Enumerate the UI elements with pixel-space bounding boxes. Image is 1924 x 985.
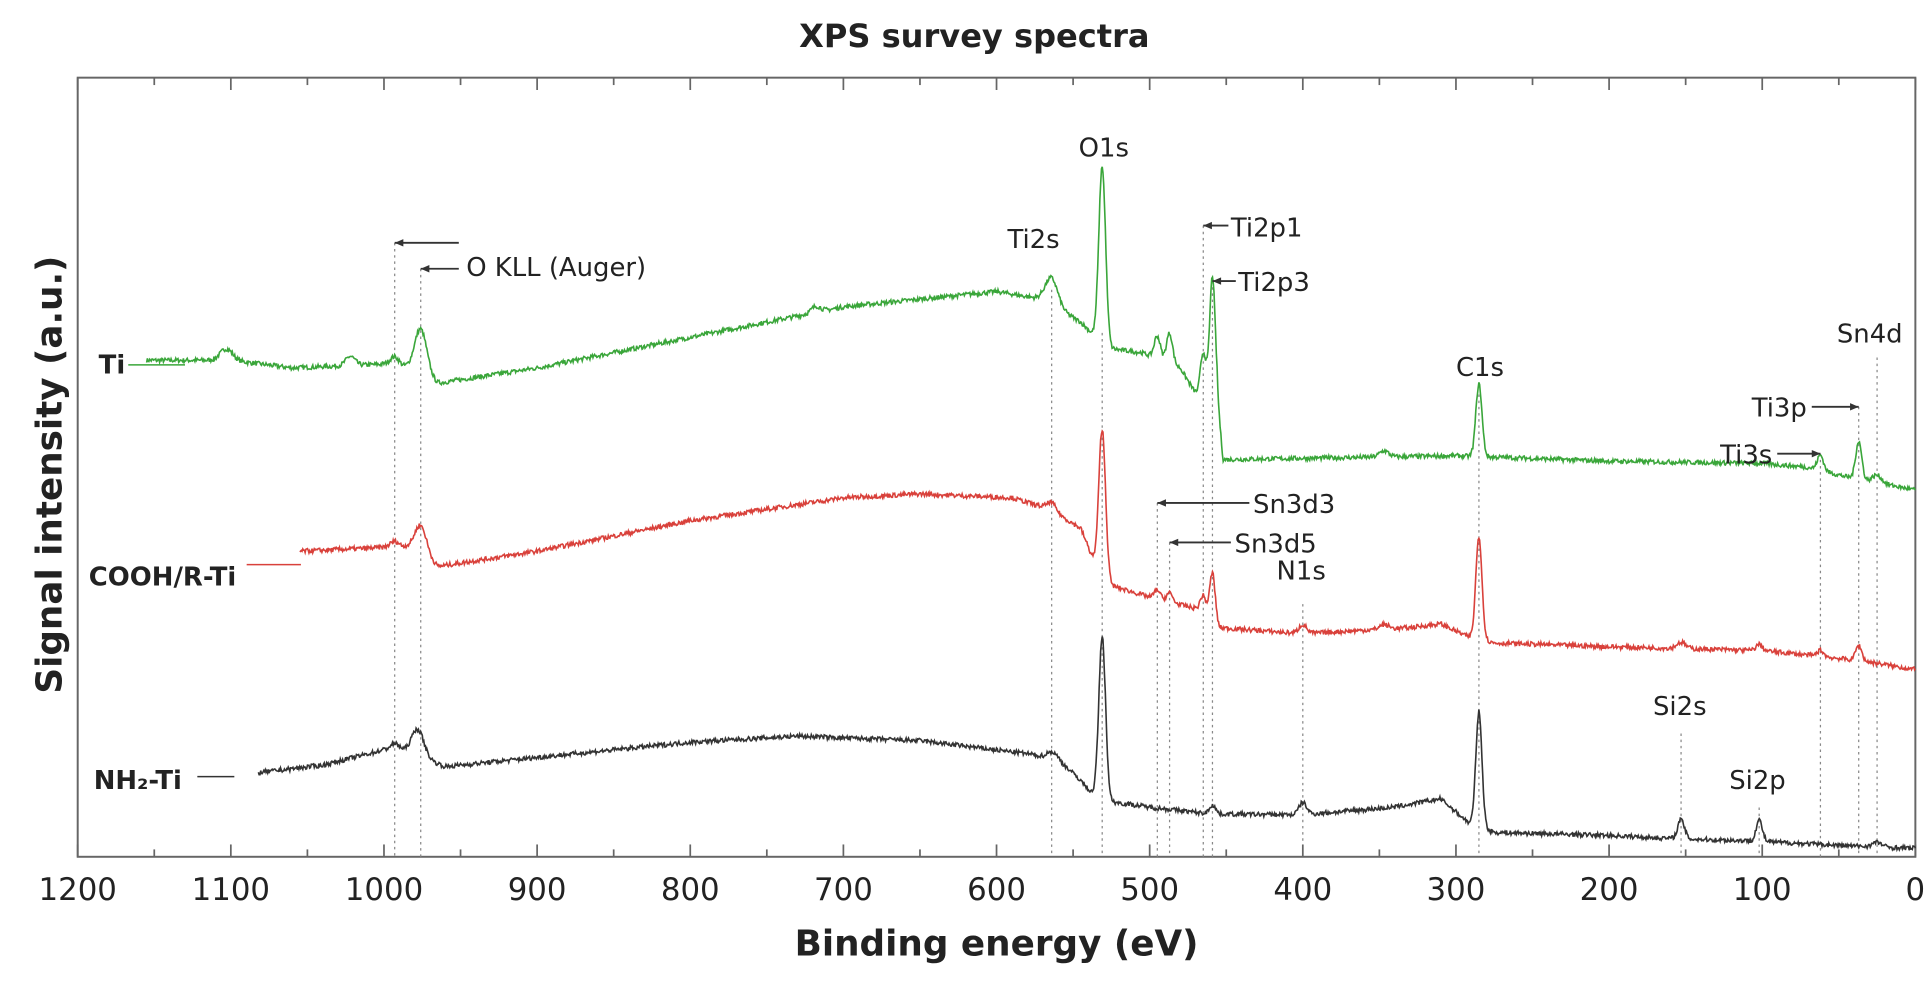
peak-label: Sn3d5	[1235, 529, 1317, 559]
peak-label: Si2s	[1653, 692, 1707, 722]
x-tick-label: 300	[1427, 872, 1486, 908]
series-labels: Ti COOH/R-Ti NH₂-Ti	[89, 351, 301, 796]
x-tick-label: 400	[1273, 872, 1332, 908]
series-label: COOH/R-Ti	[89, 563, 237, 593]
chart-title: XPS survey spectra	[799, 17, 1149, 55]
x-axis-label: Binding energy (eV)	[795, 923, 1199, 964]
x-tick-label: 1000	[345, 872, 423, 908]
arrowhead-icon	[1850, 403, 1859, 411]
x-tick-label: 1100	[192, 872, 270, 908]
x-tick-label: 0	[1906, 872, 1924, 908]
x-tick-label: 700	[814, 872, 873, 908]
arrowhead-icon	[1203, 221, 1212, 230]
peak-label: Ti3p	[1751, 394, 1807, 424]
arrowhead-icon	[394, 239, 404, 247]
plot-frame	[76, 76, 1917, 858]
x-tick-label: 500	[1120, 872, 1179, 908]
arrowhead-icon	[1157, 499, 1166, 507]
x-axis-ticks: 1200 1100 1000 900 800 700 600 500 400 300 200 100 0	[38, 77, 1924, 908]
series-label: NH₂-Ti	[94, 766, 182, 796]
peak-label: C1s	[1456, 353, 1504, 383]
peak-label: Ti2p1	[1230, 214, 1303, 244]
peak-label: Ti3s	[1719, 441, 1772, 471]
peak-label: Si2p	[1729, 766, 1786, 796]
arrowhead-icon	[1169, 538, 1179, 547]
peak-label: Ti2s	[1006, 225, 1059, 255]
y-axis-label: Signal intensity (a.u.)	[30, 256, 71, 694]
arrowhead-icon	[1212, 277, 1222, 285]
peak-label: Ti2p3	[1237, 268, 1310, 298]
series-line-2	[257, 636, 1917, 853]
x-tick-label: 800	[661, 872, 720, 908]
x-tick-label: 100	[1733, 872, 1792, 908]
x-tick-label: 200	[1580, 872, 1639, 908]
peak-label: O1s	[1079, 134, 1129, 164]
x-tick-label: 1200	[38, 872, 116, 908]
series-label: Ti	[99, 351, 126, 381]
peak-label: Sn3d3	[1253, 490, 1335, 520]
arrowhead-icon	[1811, 449, 1821, 458]
peak-annotations: O KLL (Auger) Ti2s O1s Ti2p1 Ti2p3 Sn3d3 Sn3d5…	[394, 134, 1903, 796]
peak-label: Sn4d	[1837, 320, 1903, 350]
series-line-1	[299, 429, 1917, 672]
arrowhead-icon	[420, 265, 430, 273]
series-line-0	[145, 166, 1917, 492]
peak-label: N1s	[1277, 556, 1326, 586]
spectra-series	[145, 166, 1917, 853]
x-tick-label: 900	[508, 872, 567, 908]
x-tick-label: 600	[967, 872, 1026, 908]
peak-label: O KLL (Auger)	[466, 253, 646, 283]
peak-guide-lines	[394, 225, 1878, 857]
